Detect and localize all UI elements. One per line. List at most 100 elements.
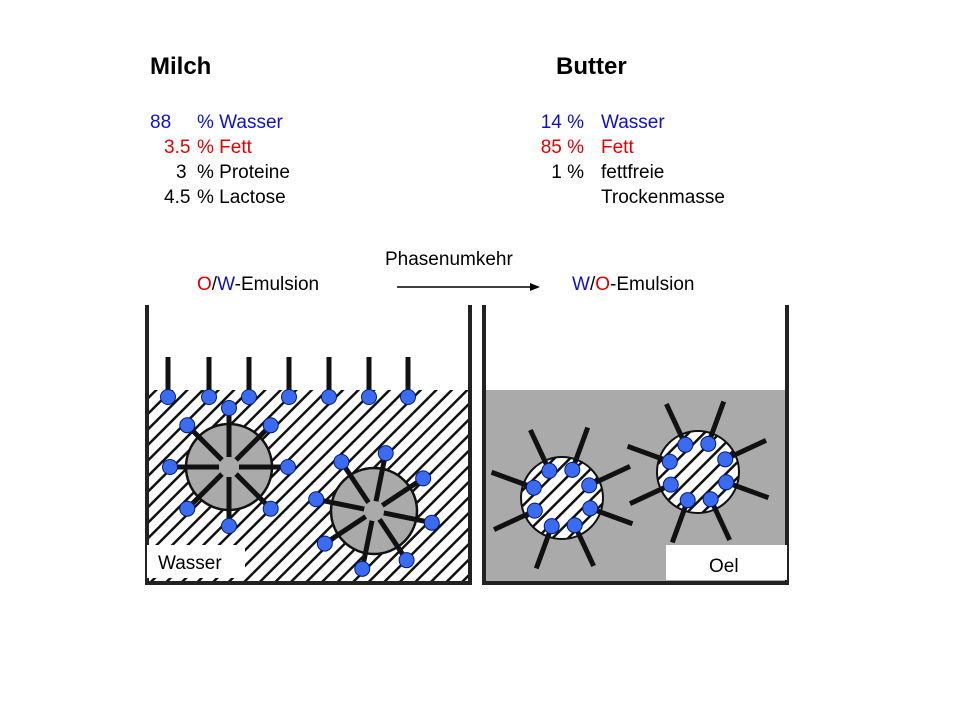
head [281,389,297,405]
suffix: -Emulsion [235,274,319,295]
tail [570,426,591,469]
tail [322,498,365,512]
tail [709,499,732,542]
head [543,518,560,535]
tail [190,428,224,462]
head [179,417,196,434]
head [525,479,542,496]
tail [727,480,770,501]
head [677,436,694,453]
head [221,518,237,534]
tail [664,402,687,445]
butter-amount: 14 % [541,112,584,133]
tail [377,517,405,556]
head [201,389,217,405]
tail [528,428,551,471]
beaker [482,305,789,585]
process-label: Phasenumkehr [385,249,513,270]
milk-amount: 3.5 [164,137,190,158]
head [221,400,237,416]
tail [329,514,368,542]
head [398,552,415,569]
head [582,500,599,517]
tail [669,501,690,544]
head [718,474,735,491]
oil: O [197,274,212,295]
milk-label: % Wasser [197,112,284,133]
water-droplet [520,456,604,540]
head [564,461,581,478]
tail [573,525,596,568]
head [415,470,432,487]
head [361,389,377,405]
tail [383,510,426,524]
left-emulsion: O/W-Emulsion [197,274,319,295]
milk-amount: 88 [150,112,171,133]
water: W [572,274,590,295]
head [526,502,543,519]
butter-amount: 85 % [541,137,584,158]
milk-label: % Lactose [197,187,286,208]
slash: / [590,274,596,295]
tail [343,466,371,505]
head [717,451,734,468]
water: W [217,274,235,295]
tail [190,472,224,506]
head [541,462,558,479]
butter-label: Fett [601,137,634,158]
suffix: -Emulsion [610,274,694,295]
head [280,459,296,475]
head [262,417,279,434]
oil: O [595,274,610,295]
head [160,389,176,405]
butter-amount: 1 % [551,162,584,183]
head [333,453,350,470]
head [661,453,678,470]
water-droplet [656,430,740,514]
tail [628,483,671,506]
box-label: Oel [709,556,739,577]
butter-label: Trockenmasse [601,187,725,208]
head [400,389,416,405]
tail [591,506,634,527]
tail [533,527,554,570]
tail [361,520,375,563]
head [377,445,394,462]
tail [589,464,632,487]
head [702,491,719,508]
head [354,560,371,577]
box-label: Wasser [158,553,222,574]
head [321,389,337,405]
head [162,459,178,475]
head [662,476,679,493]
slash: / [212,274,218,295]
butter-title: Butter [556,53,627,80]
tail [373,459,387,502]
tail [492,509,535,532]
tail [234,428,268,462]
tail [234,472,268,506]
head [679,492,696,509]
tail [380,480,419,508]
beaker [145,305,472,585]
molecules [160,357,770,577]
milk-amount: 4.5 [164,187,190,208]
tail [626,443,669,464]
tail [725,438,768,461]
head [308,491,325,508]
label-box [666,545,787,580]
right-emulsion: W/O-Emulsion [572,274,694,295]
head [700,435,717,452]
head [566,517,583,534]
milk-title: Milch [150,53,211,80]
milk-amount: 3 [176,162,187,183]
label-box [147,545,245,578]
tail [490,469,533,490]
head [241,389,257,405]
head [316,535,333,552]
oil-droplet [329,466,419,556]
milk-label: % Proteine [197,162,290,183]
head [179,500,196,517]
